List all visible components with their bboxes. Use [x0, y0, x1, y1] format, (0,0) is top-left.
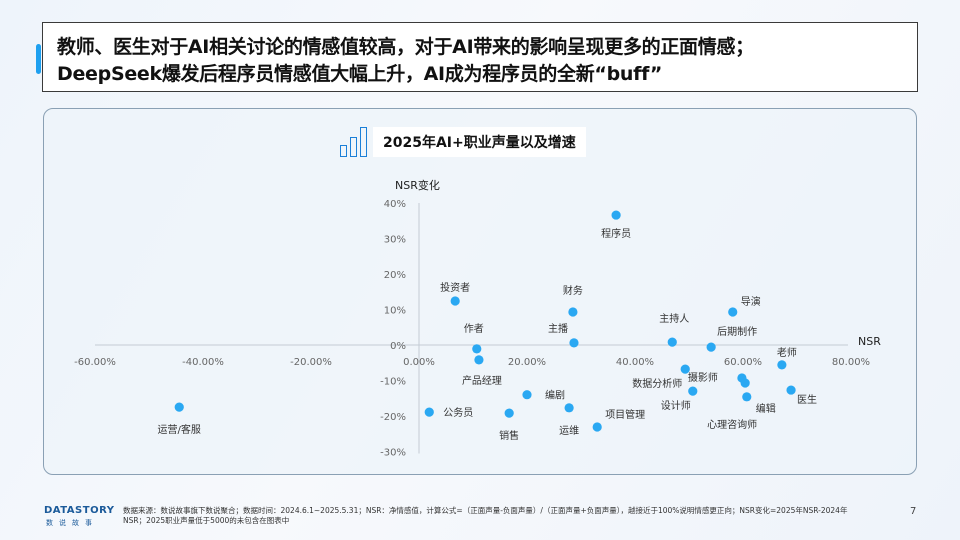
datastory-logo-subtitle: 数说故事	[46, 519, 98, 527]
data-point	[688, 386, 698, 396]
bar-chart-icon	[340, 127, 367, 157]
data-point	[680, 364, 690, 374]
data-point	[450, 296, 460, 306]
data-point-label: 心理咨询师	[707, 418, 757, 431]
y-axis-label: NSR变化	[395, 178, 440, 192]
headline-line-1: 教师、医生对于AI相关讨论的情感值较高，对于AI带来的影响呈现更多的正面情感；	[57, 36, 754, 58]
data-point-label: 运维	[559, 424, 579, 437]
headline-box: 教师、医生对于AI相关讨论的情感值较高，对于AI带来的影响呈现更多的正面情感； …	[42, 22, 918, 92]
x-tick-label: 40.00%	[616, 357, 654, 368]
data-point-label: 编剧	[545, 389, 565, 402]
y-tick-label: 0%	[390, 341, 406, 352]
data-point-label: 设计师	[661, 399, 691, 412]
headline-line-2: DeepSeek爆发后程序员情感值大幅上升，AI成为程序员的全新“buff”	[57, 63, 663, 85]
data-point	[740, 378, 750, 388]
x-tick-label: -20.00%	[290, 357, 332, 368]
y-tick-label: 30%	[384, 235, 406, 246]
data-point-label: 数据分析师	[632, 377, 682, 390]
data-point-label: 导演	[741, 295, 761, 308]
y-tick-label: 40%	[384, 199, 406, 210]
data-point-label: 主持人	[659, 312, 689, 325]
data-point-label: 销售	[499, 429, 519, 442]
data-point-label: 医生	[797, 393, 817, 406]
data-point	[611, 210, 621, 220]
x-axis-label: NSR	[858, 335, 881, 348]
data-point	[569, 338, 579, 348]
title-accent-bar	[36, 44, 41, 74]
data-point	[504, 408, 514, 418]
data-point	[592, 422, 602, 432]
data-point	[706, 342, 716, 352]
data-point-label: 摄影师	[688, 371, 718, 384]
y-tick-label: -10%	[380, 377, 406, 388]
data-point	[424, 407, 434, 417]
data-point	[474, 355, 484, 365]
y-tick-label: 20%	[384, 270, 406, 281]
x-tick-label: 0.00%	[403, 357, 435, 368]
chart-title: 2025年AI+职业声量以及增速	[340, 126, 586, 158]
y-tick-label: 10%	[384, 306, 406, 317]
data-point	[786, 385, 796, 395]
data-point	[667, 337, 677, 347]
source-note: 数据来源：数说故事旗下数说聚合；数据时间：2024.6.1~2025.5.31；…	[123, 506, 848, 525]
data-point-label: 主播	[548, 322, 568, 335]
data-point-label: 作者	[464, 323, 484, 335]
x-tick-label: 80.00%	[832, 357, 870, 368]
data-point-label: 运营/客服	[158, 423, 201, 436]
data-point	[742, 392, 752, 402]
y-tick-label: -20%	[380, 412, 406, 423]
chart-title-text: 2025年AI+职业声量以及增速	[373, 127, 586, 157]
data-point-label: 老师	[777, 346, 797, 359]
page-number: 7	[910, 506, 917, 517]
data-point	[777, 360, 787, 370]
data-point	[564, 403, 574, 413]
data-point	[568, 307, 578, 317]
x-tick-label: 60.00%	[724, 357, 762, 368]
data-point-label: 程序员	[601, 227, 631, 240]
data-point-label: 编辑	[756, 402, 776, 415]
data-point	[728, 307, 738, 317]
datastory-logo: DATASTORY	[44, 505, 115, 516]
data-point-label: 公务员	[443, 406, 473, 419]
data-point	[174, 402, 184, 412]
data-point-label: 后期制作	[717, 325, 757, 338]
x-tick-label: 20.00%	[508, 357, 546, 368]
chart-panel	[43, 108, 917, 475]
y-tick-label: -30%	[380, 448, 406, 459]
x-tick-label: -40.00%	[182, 357, 224, 368]
x-tick-label: -60.00%	[74, 357, 116, 368]
data-point	[522, 390, 532, 400]
data-point-label: 产品经理	[462, 374, 502, 387]
data-point	[472, 344, 482, 354]
data-point-label: 投资者	[440, 281, 470, 294]
data-point-label: 项目管理	[605, 408, 645, 421]
data-point-label: 财务	[563, 284, 583, 297]
